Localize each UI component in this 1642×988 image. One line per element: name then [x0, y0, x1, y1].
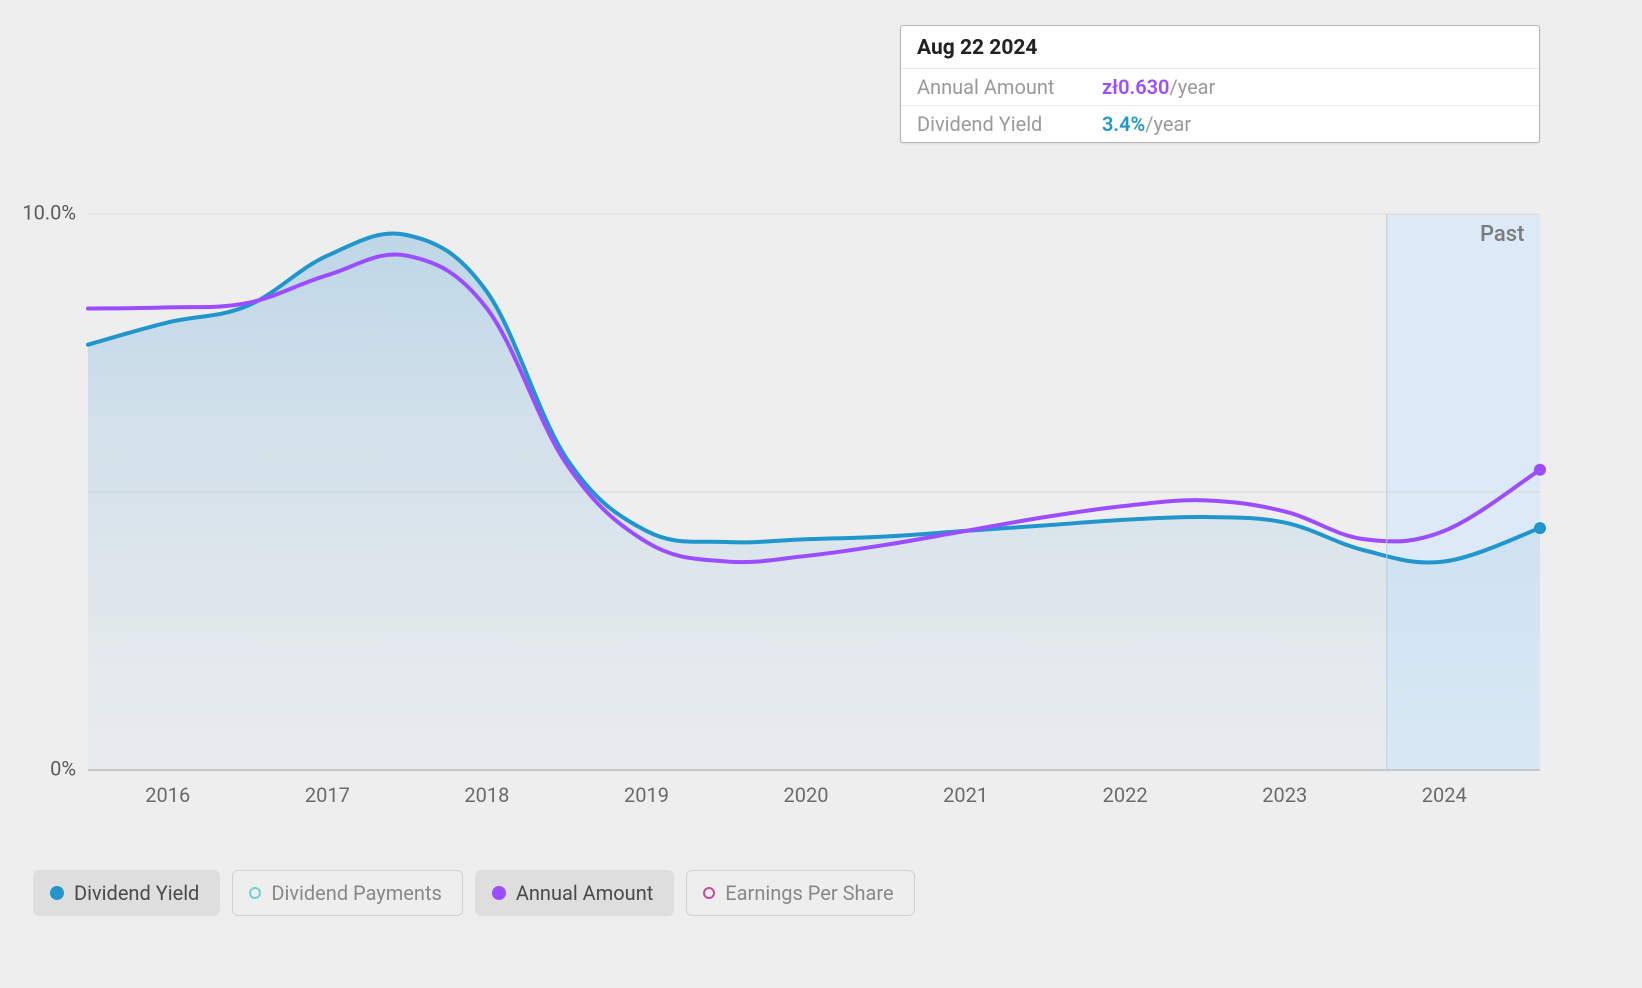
tooltip-row-value: zł0.630	[1102, 75, 1169, 99]
legend-swatch	[492, 886, 506, 900]
legend-swatch	[249, 887, 261, 899]
legend-item-dividend_payments[interactable]: Dividend Payments	[232, 870, 462, 916]
legend-swatch	[703, 887, 715, 899]
svg-text:2019: 2019	[624, 783, 669, 807]
legend-item-dividend_yield[interactable]: Dividend Yield	[33, 870, 220, 916]
tooltip-date: Aug 22 2024	[901, 26, 1539, 69]
tooltip-row: Dividend Yield3.4%/year	[901, 106, 1539, 142]
tooltip-row: Annual Amountzł0.630/year	[901, 69, 1539, 106]
chart-tooltip: Aug 22 2024 Annual Amountzł0.630/yearDiv…	[900, 25, 1540, 143]
svg-text:2016: 2016	[145, 783, 190, 807]
tooltip-row-label: Dividend Yield	[917, 112, 1102, 136]
chart-stage: 0% 10.0% 2016 2017 2018 2019 2020 2021 2022 2023 2…	[0, 0, 1642, 988]
svg-text:2018: 2018	[464, 783, 509, 807]
svg-text:2024: 2024	[1422, 783, 1467, 807]
svg-text:0%: 0%	[50, 756, 76, 780]
tooltip-row-label: Annual Amount	[917, 75, 1102, 99]
chart-legend: Dividend Yield Dividend Payments Annual Am…	[33, 870, 915, 916]
legend-item-eps[interactable]: Earnings Per Share	[686, 870, 914, 916]
svg-text:10.0%: 10.0%	[22, 200, 76, 224]
svg-text:2023: 2023	[1262, 783, 1307, 807]
legend-item-label: Earnings Per Share	[725, 881, 893, 905]
tooltip-row-unit: /year	[1145, 112, 1191, 136]
svg-text:2020: 2020	[784, 783, 829, 807]
legend-item-label: Dividend Yield	[74, 881, 199, 905]
svg-text:2022: 2022	[1103, 783, 1148, 807]
past-region-label: Past	[1480, 222, 1524, 247]
tooltip-row-unit: /year	[1169, 75, 1215, 99]
legend-item-annual_amount[interactable]: Annual Amount	[475, 870, 674, 916]
legend-swatch	[50, 886, 64, 900]
legend-item-label: Dividend Payments	[271, 881, 441, 905]
svg-text:2017: 2017	[305, 783, 350, 807]
svg-text:2021: 2021	[943, 783, 988, 807]
tooltip-row-value: 3.4%	[1102, 112, 1145, 136]
legend-item-label: Annual Amount	[516, 881, 653, 905]
